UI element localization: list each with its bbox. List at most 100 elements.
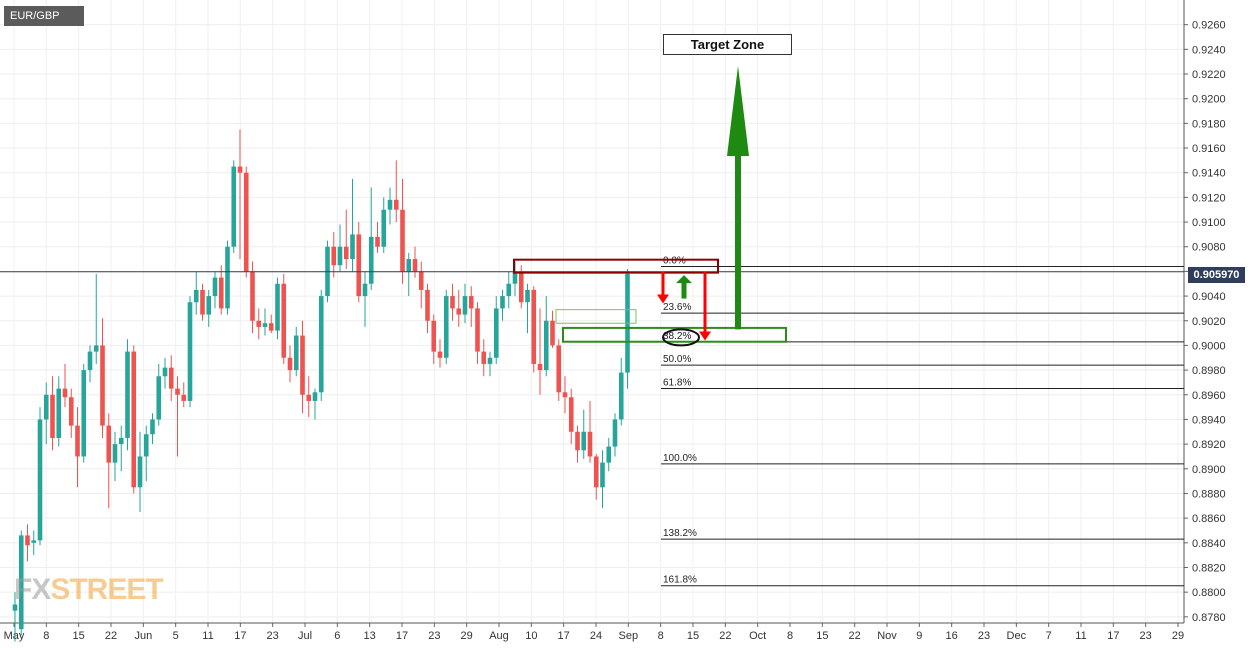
candle-body bbox=[31, 540, 37, 543]
candle bbox=[193, 271, 199, 315]
candle-body bbox=[450, 296, 455, 309]
candle-body bbox=[131, 351, 137, 488]
candle-body bbox=[212, 277, 218, 297]
candle bbox=[481, 339, 487, 377]
up-arrow-small bbox=[676, 275, 692, 299]
candle bbox=[581, 409, 587, 459]
candle-body bbox=[56, 388, 62, 438]
candle-body bbox=[181, 394, 187, 401]
candle-body bbox=[162, 367, 168, 377]
candle bbox=[431, 314, 437, 364]
y-tick-label: 0.8920 bbox=[1192, 439, 1226, 451]
y-tick-label: 0.8800 bbox=[1192, 587, 1226, 599]
candle bbox=[18, 530, 24, 636]
x-tick-label: 15 bbox=[687, 630, 699, 642]
candle-body bbox=[331, 246, 337, 266]
x-tick-label: 23 bbox=[428, 630, 440, 642]
candle-body bbox=[250, 271, 255, 321]
candle-body bbox=[531, 289, 537, 364]
candle bbox=[600, 450, 605, 509]
x-tick-label: 15 bbox=[73, 630, 85, 642]
fib-level-label: 38.2% bbox=[663, 331, 691, 342]
x-tick-label: Aug bbox=[489, 630, 509, 642]
candle bbox=[137, 431, 143, 512]
x-tick-label: 13 bbox=[364, 630, 376, 642]
candle bbox=[368, 187, 374, 290]
candle bbox=[168, 355, 174, 401]
symbol-badge[interactable]: EUR/GBP bbox=[4, 6, 84, 26]
candle bbox=[312, 388, 318, 420]
candle-body bbox=[275, 283, 280, 331]
y-tick-label: 0.9260 bbox=[1192, 20, 1226, 32]
arrow-head bbox=[676, 275, 692, 284]
candle-body bbox=[550, 320, 555, 346]
candle-body bbox=[175, 388, 180, 395]
x-tick-label: 17 bbox=[558, 630, 570, 642]
candle-body bbox=[418, 271, 424, 290]
candle bbox=[412, 246, 418, 278]
x-tick-label: 9 bbox=[916, 630, 922, 642]
candle bbox=[56, 376, 62, 447]
x-tick-label: 7 bbox=[1046, 630, 1052, 642]
candle-body bbox=[118, 437, 124, 445]
candle-body bbox=[306, 394, 312, 401]
x-tick-label: 29 bbox=[461, 630, 473, 642]
candle-body bbox=[237, 166, 243, 173]
candle-body bbox=[468, 296, 474, 309]
candle-body bbox=[87, 351, 93, 371]
candle bbox=[475, 302, 480, 364]
x-tick-label: 16 bbox=[946, 630, 958, 642]
candle-body bbox=[406, 259, 412, 272]
candle bbox=[81, 363, 87, 463]
target-zone-label: Target Zone bbox=[663, 34, 792, 55]
y-tick-label: 0.9240 bbox=[1192, 44, 1226, 56]
candle bbox=[468, 286, 474, 327]
candle bbox=[450, 283, 455, 321]
x-tick-label: 8 bbox=[658, 630, 664, 642]
candle-body bbox=[606, 446, 612, 463]
candle-body bbox=[243, 172, 249, 272]
candle-body bbox=[443, 296, 449, 358]
candle bbox=[487, 351, 493, 377]
candle-body bbox=[206, 296, 212, 315]
candle-body bbox=[581, 431, 587, 451]
candle bbox=[393, 160, 399, 223]
fxstreet-logo: FXSTREET bbox=[14, 573, 164, 607]
candle-body bbox=[281, 283, 287, 358]
candle-body bbox=[437, 351, 443, 358]
candle-body bbox=[356, 234, 362, 297]
y-tick-label: 0.8940 bbox=[1192, 414, 1226, 426]
candle-body bbox=[600, 462, 605, 488]
candle bbox=[262, 308, 268, 336]
candle bbox=[443, 289, 449, 364]
candle bbox=[225, 240, 230, 315]
candle bbox=[293, 326, 299, 377]
candle bbox=[75, 407, 80, 488]
candle bbox=[12, 592, 18, 642]
candle bbox=[550, 310, 555, 348]
candle bbox=[218, 265, 224, 315]
candle bbox=[462, 283, 468, 324]
candle bbox=[506, 271, 512, 309]
y-tick-label: 0.8900 bbox=[1192, 464, 1226, 476]
candle bbox=[156, 363, 162, 426]
y-tick-label: 0.8860 bbox=[1192, 513, 1226, 525]
candle bbox=[62, 363, 68, 408]
candle bbox=[231, 160, 237, 253]
candle-body bbox=[43, 394, 49, 420]
y-tick-label: 0.9160 bbox=[1192, 143, 1226, 155]
arrow-head bbox=[699, 331, 711, 341]
candle-body bbox=[456, 308, 462, 315]
candle-body bbox=[493, 308, 499, 358]
candle-body bbox=[518, 271, 524, 303]
y-tick-label: 0.9000 bbox=[1192, 340, 1226, 352]
y-tick-label: 0.9100 bbox=[1192, 217, 1226, 229]
candle bbox=[437, 339, 443, 368]
candle bbox=[318, 289, 324, 401]
x-tick-label: 23 bbox=[978, 630, 990, 642]
candle-body bbox=[543, 320, 549, 371]
up-arrow-target bbox=[727, 66, 749, 330]
candle bbox=[181, 382, 187, 408]
candle bbox=[25, 524, 30, 562]
